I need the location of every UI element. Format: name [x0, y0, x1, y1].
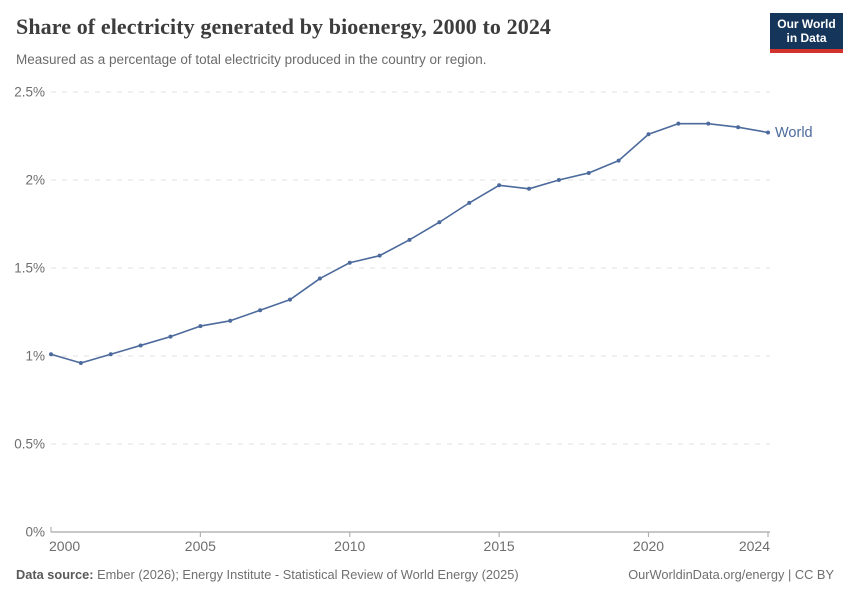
data-point[interactable]	[616, 158, 621, 163]
y-axis-tick-label: 1%	[25, 349, 45, 364]
data-point[interactable]	[108, 352, 113, 357]
data-point[interactable]	[138, 343, 143, 348]
data-point[interactable]	[78, 361, 83, 366]
owid-logo-text-line2: in Data	[786, 31, 827, 45]
data-source-label: Data source:	[16, 567, 94, 582]
data-point[interactable]	[556, 178, 561, 182]
data-point[interactable]	[407, 237, 412, 242]
data-point[interactable]	[198, 324, 203, 329]
data-point[interactable]	[467, 200, 472, 205]
data-source-note: Data source: Ember (2026); Energy Instit…	[16, 567, 519, 582]
series-end-label[interactable]: World	[775, 125, 813, 141]
data-point[interactable]	[497, 183, 502, 188]
data-point[interactable]	[706, 121, 711, 126]
x-axis-tick-label: 2024	[739, 538, 770, 554]
data-point[interactable]	[586, 170, 591, 175]
data-point[interactable]	[676, 121, 681, 126]
x-axis-tick-label: 2005	[185, 538, 216, 554]
data-point[interactable]	[377, 253, 382, 258]
data-point[interactable]	[527, 186, 531, 191]
data-point[interactable]	[168, 334, 173, 339]
y-axis-tick-label: 0%	[25, 525, 45, 540]
owid-logo[interactable]: Our World in Data	[770, 13, 843, 53]
x-axis-tick-label: 2010	[334, 538, 365, 554]
data-point[interactable]	[258, 308, 263, 313]
data-point[interactable]	[766, 130, 770, 135]
x-axis-tick-label: 2015	[484, 538, 515, 554]
x-axis-tick-label: 2020	[633, 538, 664, 554]
data-point[interactable]	[288, 297, 292, 302]
data-point[interactable]	[317, 276, 322, 281]
data-point[interactable]	[437, 220, 442, 225]
line-chart-canvas: 0% 0.5% 1% 1.5% 2% 2.5% 2000 2005 2010 2015 2020 20…	[14, 85, 813, 555]
data-point[interactable]	[49, 352, 53, 357]
owid-url-license[interactable]: OurWorldinData.org/energy | CC BY	[628, 567, 834, 582]
y-axis-tick-label: 2%	[25, 173, 45, 188]
data-point[interactable]	[736, 125, 741, 130]
chart-footer: Data source: Ember (2026); Energy Instit…	[16, 567, 834, 582]
data-point[interactable]	[347, 260, 352, 265]
chart-subtitle: Measured as a percentage of total electr…	[16, 52, 487, 67]
data-point[interactable]	[228, 318, 233, 323]
y-axis-tick-label: 1.5%	[14, 261, 45, 276]
x-axis-tick-label: 2000	[49, 538, 80, 554]
y-axis-tick-label: 2.5%	[14, 85, 45, 100]
y-axis-tick-label: 0.5%	[14, 437, 45, 452]
data-line-world[interactable]	[50, 122, 769, 364]
data-point[interactable]	[646, 132, 651, 137]
chart-title: Share of electricity generated by bioene…	[16, 14, 552, 39]
data-source-text: Ember (2026); Energy Institute - Statist…	[93, 567, 519, 582]
owid-logo-text-line1: Our World	[777, 16, 836, 31]
